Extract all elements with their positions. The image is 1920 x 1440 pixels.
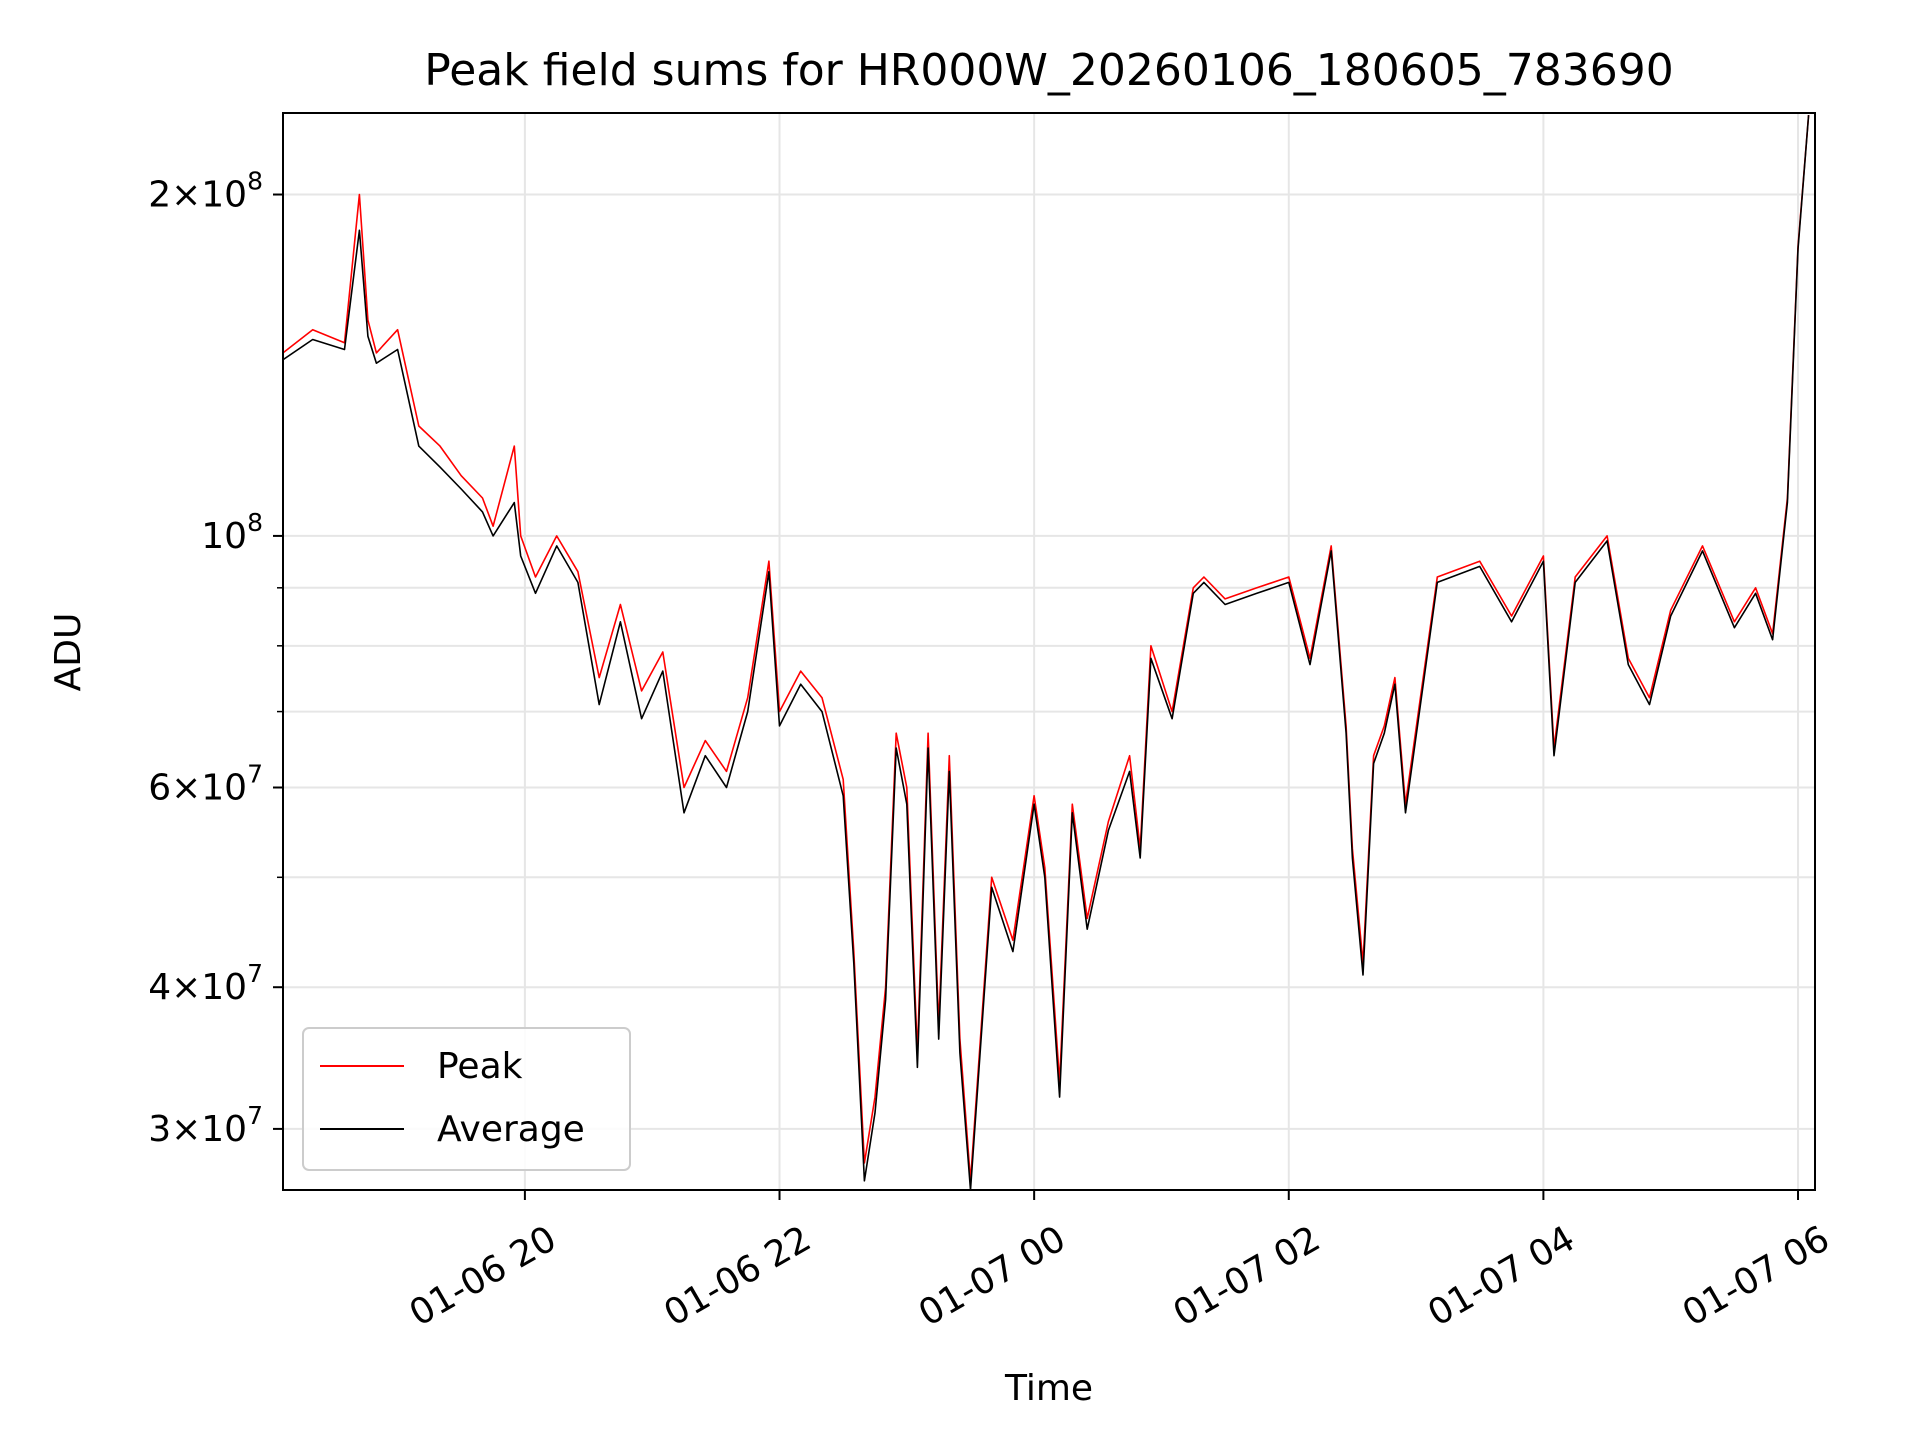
x-tick-label-5: 01-07 06 xyxy=(1676,1218,1837,1334)
x-tick-label-4: 01-07 04 xyxy=(1421,1218,1582,1334)
x-axis-label: Time xyxy=(1004,1368,1093,1409)
legend-label-average: Average xyxy=(437,1109,585,1150)
y-tick-label-1: 4×107 xyxy=(148,959,263,1008)
y-axis-label: ADU xyxy=(48,613,89,692)
x-tick-label-1: 01-06 22 xyxy=(657,1218,818,1334)
series-line-average xyxy=(283,115,1810,1190)
x-tick-label-3: 01-07 02 xyxy=(1167,1218,1328,1334)
plot-frame xyxy=(282,112,1816,1191)
chart-title: Peak field sums for HR000W_20260106_1806… xyxy=(424,45,1674,96)
y-tick-label-0: 3×107 xyxy=(148,1101,263,1150)
y-tick-label-3: 108 xyxy=(201,508,263,557)
x-tick-label-2: 01-07 00 xyxy=(912,1218,1073,1334)
legend: Peak Average xyxy=(302,1027,631,1171)
legend-box xyxy=(302,1027,631,1171)
y-tick-label-2: 6×107 xyxy=(148,760,263,809)
x-tick-label-0: 01-06 20 xyxy=(403,1218,564,1334)
legend-label-peak: Peak xyxy=(437,1046,523,1087)
series-line-peak xyxy=(283,115,1810,1182)
series-lines xyxy=(283,115,1810,1190)
y-tick-label-4: 2×108 xyxy=(148,167,263,216)
